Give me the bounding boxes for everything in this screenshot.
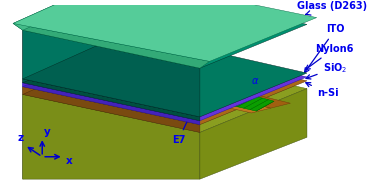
Polygon shape [13, 0, 127, 30]
Polygon shape [23, 83, 200, 125]
Polygon shape [23, 36, 127, 87]
Text: h$_{[100]}$: h$_{[100]}$ [39, 81, 64, 94]
Polygon shape [23, 32, 127, 83]
Polygon shape [23, 32, 307, 117]
Polygon shape [23, 30, 200, 117]
Polygon shape [23, 48, 307, 132]
Polygon shape [142, 72, 290, 108]
Polygon shape [200, 89, 307, 179]
Text: x: x [65, 155, 73, 166]
Text: h$_{[111]}$: h$_{[111]}$ [151, 97, 172, 118]
Polygon shape [23, 79, 200, 121]
Text: Nylon6: Nylon6 [305, 44, 353, 70]
Polygon shape [125, 69, 274, 111]
Polygon shape [23, 0, 127, 79]
Polygon shape [23, 0, 307, 68]
Text: $\alpha$: $\alpha$ [252, 76, 260, 86]
Text: SiO$_2$: SiO$_2$ [306, 61, 347, 79]
Text: E7: E7 [172, 97, 198, 145]
Text: z: z [18, 133, 24, 143]
Text: ITO: ITO [305, 24, 345, 72]
Polygon shape [23, 48, 127, 179]
Polygon shape [13, 23, 210, 68]
Polygon shape [13, 0, 317, 61]
Polygon shape [23, 87, 200, 132]
Text: y: y [44, 127, 51, 137]
Text: Glass (D263): Glass (D263) [297, 1, 367, 15]
Polygon shape [23, 94, 200, 179]
Text: n-Si: n-Si [306, 83, 338, 98]
Polygon shape [23, 40, 127, 94]
Polygon shape [120, 78, 271, 113]
Polygon shape [23, 40, 307, 125]
Polygon shape [23, 36, 307, 121]
